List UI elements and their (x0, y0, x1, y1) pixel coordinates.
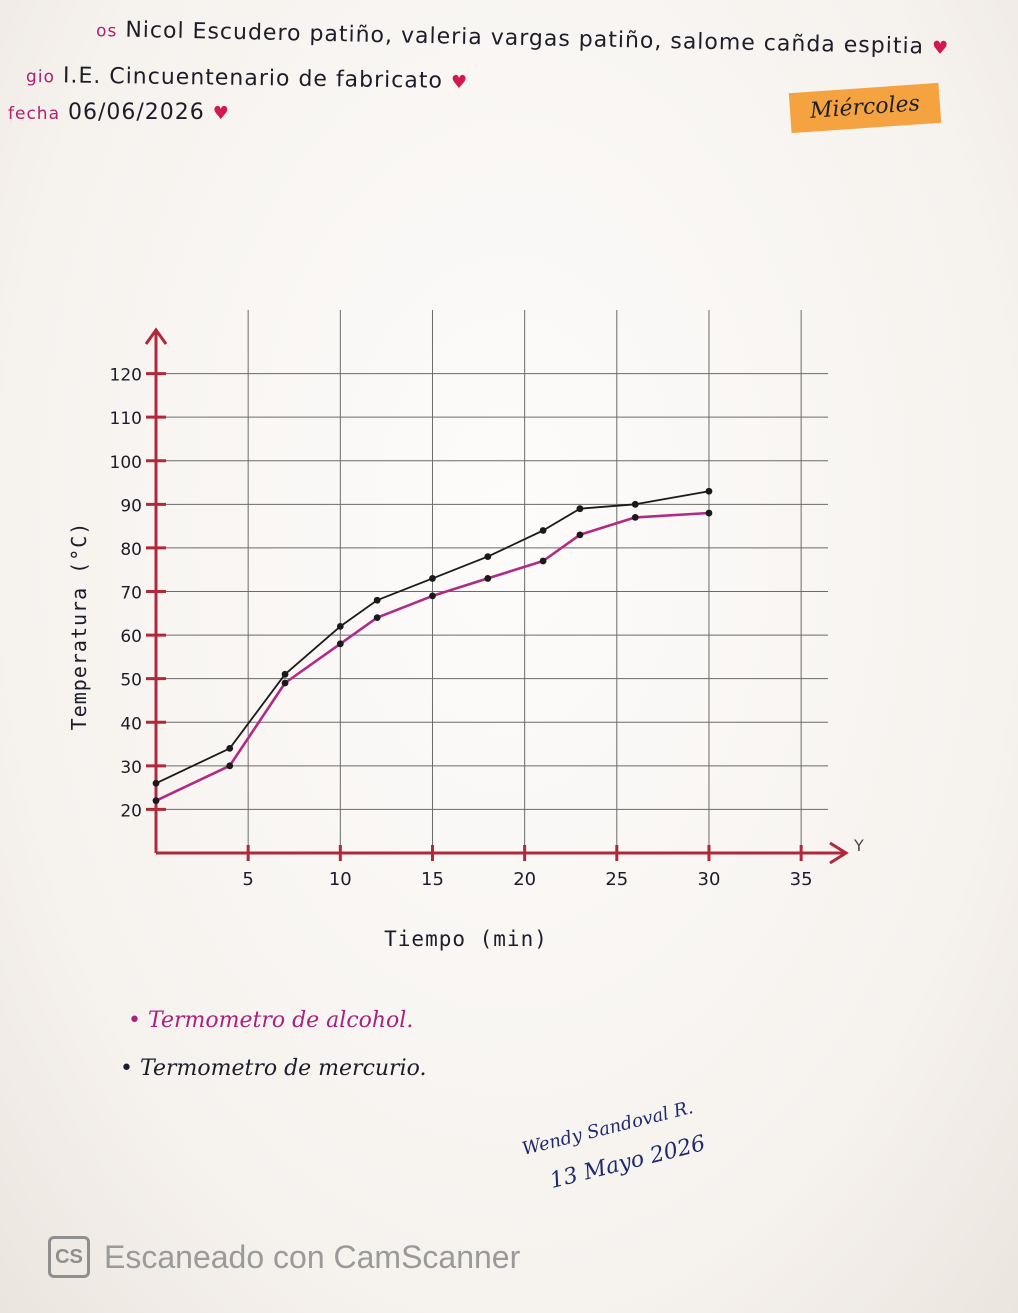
data-point-alcohol (226, 762, 234, 770)
data-point-mercury (281, 670, 289, 678)
data-point-alcohol (373, 614, 381, 622)
x-axis-end-label: Y (853, 836, 864, 855)
y-tick-label: 80 (120, 540, 142, 560)
y-tick-label: 30 (120, 758, 142, 778)
data-point-alcohol (539, 557, 547, 565)
y-axis-title: Temperatura (°C) (67, 522, 91, 731)
legend-label-mercury: Termometro de mercurio. (139, 1056, 427, 1081)
y-tick-label: 60 (120, 627, 142, 647)
data-point-mercury (576, 505, 584, 513)
x-tick-label: 10 (329, 869, 352, 890)
chart-grid (156, 310, 828, 853)
data-point-mercury (152, 779, 160, 787)
y-tick-label: 40 (120, 714, 142, 734)
legend-bullet-icon: • (128, 1008, 141, 1033)
date-label: fecha (8, 104, 60, 124)
data-point-mercury (373, 596, 381, 604)
y-axis-arrow-icon (144, 327, 168, 345)
y-tick-label: 50 (120, 671, 142, 691)
camscanner-watermark: CS Escaneado con CamScanner (48, 1236, 520, 1278)
data-point-mercury (226, 745, 234, 752)
x-axis-title: Tiempo (min) (384, 927, 548, 951)
data-point-alcohol (484, 575, 492, 582)
data-point-alcohol (281, 679, 289, 687)
y-tick-label: 90 (120, 496, 142, 516)
data-point-alcohol (336, 640, 344, 648)
header-date: fecha 06/06/2026 ♥ (8, 100, 230, 125)
chart-axes (144, 327, 849, 865)
x-tick-label: 5 (242, 869, 253, 890)
x-tick-label: 30 (698, 869, 721, 890)
y-tick-label: 120 (110, 366, 142, 386)
y-tick-label: 100 (110, 453, 142, 473)
data-point-mercury (631, 500, 639, 508)
legend-bullet-icon: • (120, 1056, 133, 1081)
legend-item-alcohol: • Termometro de alcohol. (128, 1008, 413, 1033)
heart-icon: ♥ (212, 103, 230, 124)
data-point-alcohol (631, 514, 639, 521)
chart-labels: 20 30 40 50 60 70 80 90 100 110 120 5 10 15 20 25 30 35 Ti… (67, 366, 864, 951)
data-point-alcohol (429, 592, 436, 600)
data-point-alcohol (705, 509, 713, 517)
x-tick-label: 25 (605, 869, 628, 890)
y-tick-label: 110 (110, 409, 142, 429)
y-tick-label: 70 (120, 584, 142, 604)
data-point-mercury (539, 527, 547, 534)
data-point-mercury (484, 553, 492, 561)
chart-series (152, 487, 713, 805)
data-point-mercury (429, 575, 436, 582)
watermark-text: Escaneado con CamScanner (104, 1238, 521, 1275)
x-tick-label: 35 (790, 869, 813, 890)
legend-item-mercury: • Termometro de mercurio. (120, 1056, 426, 1081)
x-axis-arrow-icon (829, 841, 849, 865)
data-point-alcohol (152, 797, 160, 805)
x-tick-label: 20 (513, 869, 536, 890)
y-tick-label: 20 (120, 801, 142, 821)
camscanner-logo-icon: CS (48, 1236, 90, 1278)
data-point-mercury (336, 622, 344, 630)
data-point-alcohol (576, 531, 584, 539)
x-tick-label: 15 (421, 869, 444, 890)
data-point-mercury (705, 487, 713, 495)
date-value: 06/06/2026 (67, 100, 205, 125)
legend-label-alcohol: Termometro de alcohol. (147, 1008, 414, 1033)
